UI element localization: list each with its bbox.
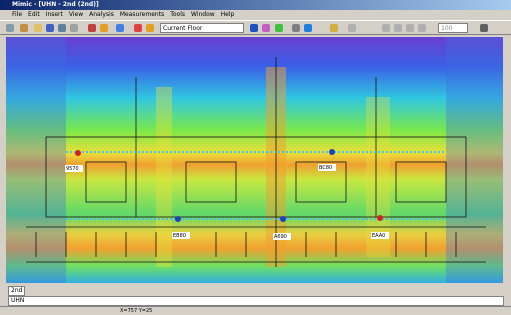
coordinates: X=757 Y=25 — [120, 308, 152, 314]
tool-button[interactable] — [250, 24, 258, 32]
ap-label: EB80 — [173, 233, 186, 239]
tab-area: 2nd UHN — [0, 286, 511, 305]
tool-button[interactable] — [292, 24, 300, 32]
tool-button[interactable] — [262, 24, 270, 32]
project-tab[interactable]: UHN — [8, 296, 504, 306]
menu-item[interactable]: Analysis — [89, 11, 114, 18]
tool-button[interactable] — [348, 24, 356, 32]
menu-item[interactable]: View — [69, 11, 83, 18]
tool-button[interactable] — [70, 24, 78, 32]
title-bar: Mimic - [UHN - 2nd (2nd)] — [0, 0, 511, 10]
tool-button[interactable] — [382, 24, 390, 32]
access-point[interactable] — [280, 216, 286, 222]
ap-label: EAA0 — [372, 233, 385, 239]
floor-select[interactable]: Current Floor — [160, 23, 244, 33]
heatmap-region — [446, 37, 503, 283]
app-window: Mimic - [UHN - 2nd (2nd)] File Edit Insert… — [0, 0, 511, 314]
tool-button[interactable] — [418, 24, 426, 32]
access-point[interactable] — [377, 215, 383, 221]
floor-tab[interactable]: 2nd — [8, 286, 25, 296]
tool-button[interactable] — [275, 24, 283, 32]
tool-button[interactable] — [46, 24, 54, 32]
toolbar: Current Floor 100 — [0, 20, 511, 35]
tool-button[interactable] — [34, 24, 42, 32]
menu-item[interactable]: File — [12, 11, 22, 18]
ap-label: A690 — [274, 234, 287, 240]
tool-button[interactable] — [116, 24, 124, 32]
tool-button[interactable] — [88, 24, 96, 32]
heatmap-region — [156, 87, 172, 267]
heatmap — [6, 37, 503, 283]
ap-label: 9570 — [66, 166, 79, 172]
tool-button[interactable] — [304, 24, 312, 32]
menu-item[interactable]: Help — [221, 11, 235, 18]
tool-button[interactable] — [146, 24, 154, 32]
tool-button[interactable] — [330, 24, 338, 32]
tool-button[interactable] — [394, 24, 402, 32]
access-point[interactable] — [329, 149, 335, 155]
tool-button[interactable] — [20, 24, 28, 32]
menu-item[interactable]: Edit — [28, 11, 40, 18]
coverage-map: 9570 BC80 EB80 A690 EAA0 — [6, 37, 503, 283]
access-point[interactable] — [75, 150, 81, 156]
tool-button[interactable] — [134, 24, 142, 32]
ap-label: BC80 — [319, 165, 332, 171]
tool-button[interactable] — [406, 24, 414, 32]
menu-item[interactable]: Window — [191, 11, 215, 18]
tool-button[interactable] — [100, 24, 108, 32]
tool-button[interactable] — [6, 24, 14, 32]
tool-button[interactable] — [58, 24, 66, 32]
access-point[interactable] — [175, 216, 181, 222]
menu-item[interactable]: Insert — [46, 11, 63, 18]
zoom-select[interactable]: 100 — [438, 23, 468, 33]
tool-button[interactable] — [480, 24, 488, 32]
window-title: Mimic - [UHN - 2nd (2nd)] — [12, 1, 99, 8]
menu-item[interactable]: Tools — [170, 11, 185, 18]
menu-item[interactable]: Measurements — [120, 11, 164, 18]
menu-bar: File Edit Insert View Analysis Measurements To… — [0, 10, 511, 19]
